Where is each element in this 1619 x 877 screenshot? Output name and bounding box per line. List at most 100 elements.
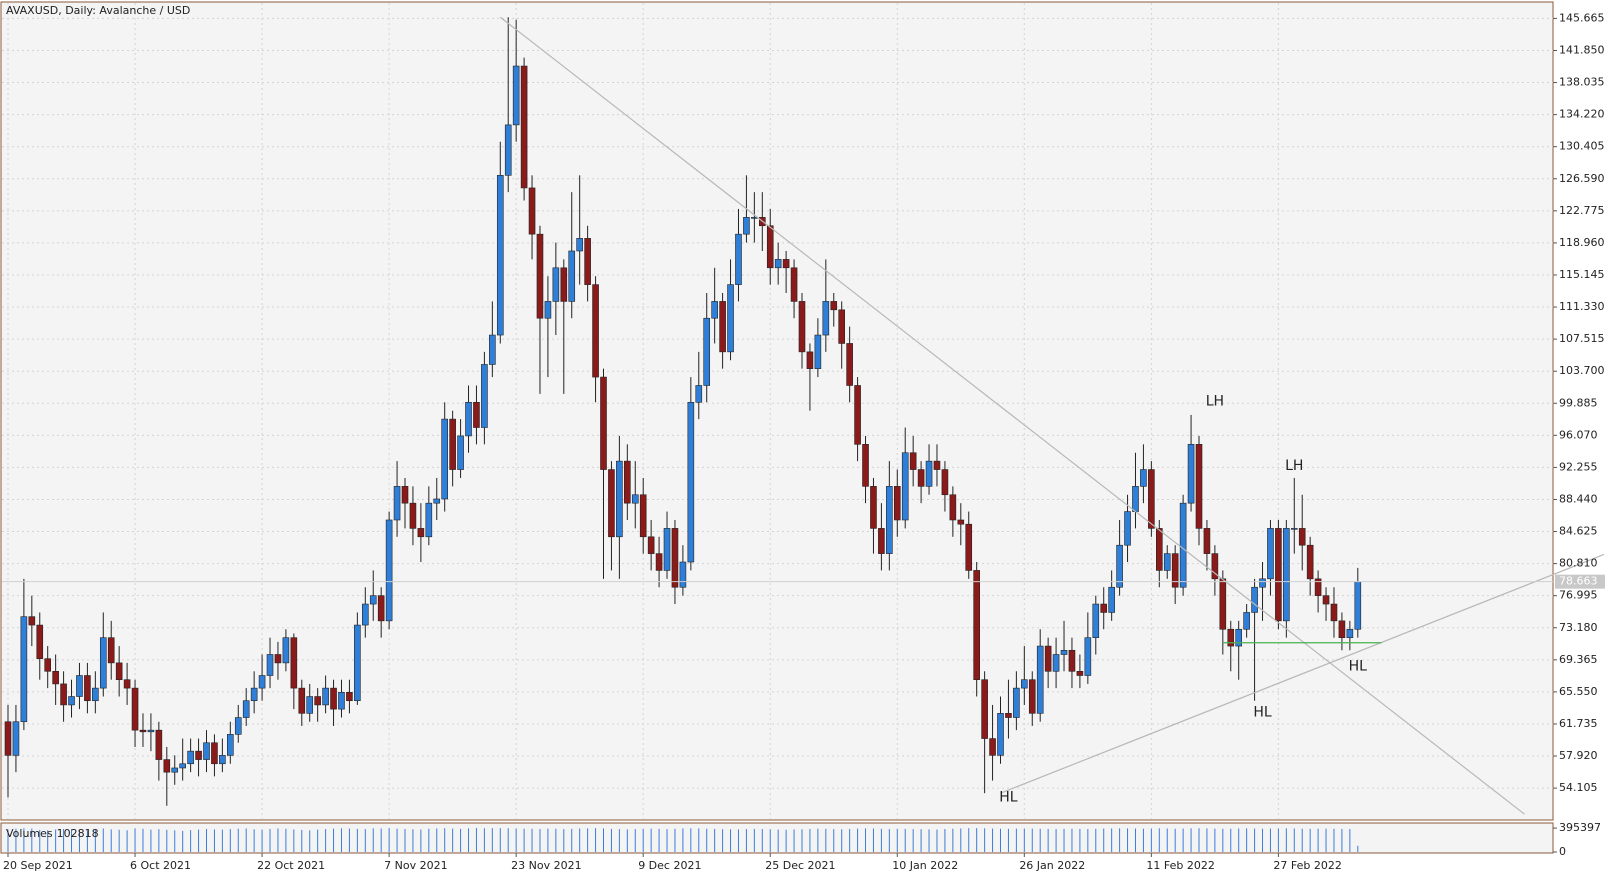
candle-body <box>512 65 520 126</box>
candle-body <box>798 301 806 353</box>
candle-body <box>1203 528 1211 554</box>
candle-body <box>925 460 933 487</box>
candle-body <box>504 124 512 176</box>
candle-body <box>520 65 528 189</box>
candle-body <box>639 494 647 538</box>
candle-body <box>1338 620 1346 638</box>
candle-body <box>1179 502 1187 588</box>
x-tick-label: 22 Oct 2021 <box>257 859 325 872</box>
candle-body <box>1251 586 1258 613</box>
candle-body <box>751 217 758 219</box>
candle-body <box>608 469 615 538</box>
candle-body <box>592 284 599 378</box>
candle-body <box>1132 486 1139 512</box>
candle-body <box>782 259 790 269</box>
candle-body <box>973 570 980 681</box>
candle-body <box>219 755 226 765</box>
candle-body <box>211 742 218 765</box>
candle-body <box>838 309 846 344</box>
candle-body <box>1219 578 1227 630</box>
candle-body <box>1021 679 1028 689</box>
candle-body <box>790 267 798 302</box>
candle-body <box>496 175 504 336</box>
candle-body <box>139 729 147 733</box>
candle-body <box>1092 603 1100 638</box>
y-tick-label: 111.330 <box>1559 300 1605 313</box>
candle-body <box>449 418 456 470</box>
candle-body <box>266 654 274 676</box>
candle-body <box>1124 511 1131 546</box>
candle-body <box>393 486 401 521</box>
candle-body <box>290 637 298 689</box>
candle-body <box>1108 586 1115 613</box>
candle-body <box>274 654 282 664</box>
candle-body <box>671 528 679 588</box>
y-tick-label: 84.625 <box>1559 525 1598 538</box>
candle-body <box>528 187 536 235</box>
candle-body <box>568 250 576 302</box>
candle-body <box>1227 628 1235 647</box>
candle-body <box>1283 528 1290 622</box>
y-tick-label: 115.145 <box>1559 268 1605 281</box>
candle-body <box>1163 553 1171 571</box>
candle-body <box>131 687 139 731</box>
candle-body <box>401 486 409 504</box>
y-tick-label: 141.850 <box>1559 43 1605 56</box>
volume-panel <box>0 822 1554 854</box>
y-tick-label: 57.920 <box>1559 749 1598 762</box>
y-tick-label: 80.810 <box>1559 557 1598 570</box>
candle-body <box>473 401 480 428</box>
price-panel <box>0 1 1554 821</box>
candle-body <box>282 637 290 664</box>
candle-body <box>20 616 28 723</box>
x-tick-label: 26 Jan 2022 <box>1019 859 1085 872</box>
x-tick-label: 20 Sep 2021 <box>3 859 73 872</box>
candle-body <box>743 217 750 235</box>
candle-body <box>655 553 663 571</box>
candle-body <box>242 700 250 718</box>
candle-body <box>909 452 917 470</box>
candle-body <box>250 687 258 702</box>
y-tick-label: 103.700 <box>1559 364 1605 377</box>
candle-body <box>647 536 655 554</box>
candle-body <box>957 519 965 525</box>
candle-body <box>1354 581 1362 630</box>
annotation: LH <box>1206 393 1224 409</box>
candle-body <box>1156 528 1163 571</box>
last-price-box <box>1555 574 1605 589</box>
candle-body <box>107 637 115 664</box>
candle-body <box>1211 553 1219 580</box>
y-tick-label: 54.105 <box>1559 781 1598 794</box>
candle-body <box>163 759 171 773</box>
y-tick-label: 134.220 <box>1559 108 1605 121</box>
candle-body <box>1116 544 1123 588</box>
candle-body <box>870 486 877 529</box>
candle-body <box>774 259 782 269</box>
candle-body <box>631 494 639 504</box>
candle-body <box>814 334 822 369</box>
candle-body <box>1267 528 1274 580</box>
candle-body <box>544 301 552 319</box>
candle-body <box>536 233 544 319</box>
candle-body <box>1076 670 1084 676</box>
candle-body <box>465 401 472 437</box>
annotation: HL <box>1253 704 1272 720</box>
candle-body <box>338 692 345 710</box>
candle-body <box>727 284 734 353</box>
candle-body <box>441 418 449 500</box>
candle-body <box>258 675 266 689</box>
candle-body <box>719 301 726 353</box>
candle-body <box>624 460 631 504</box>
candle-body <box>1052 654 1060 672</box>
candle-body <box>377 595 385 622</box>
candle-body <box>369 595 377 605</box>
candle-body <box>68 696 75 706</box>
candle-body <box>84 675 91 702</box>
candle-body <box>766 225 774 269</box>
candle-body <box>830 301 838 311</box>
candle-body <box>155 729 163 760</box>
candle-body <box>203 742 210 760</box>
candle-body <box>489 334 496 365</box>
candle-body <box>949 494 957 521</box>
